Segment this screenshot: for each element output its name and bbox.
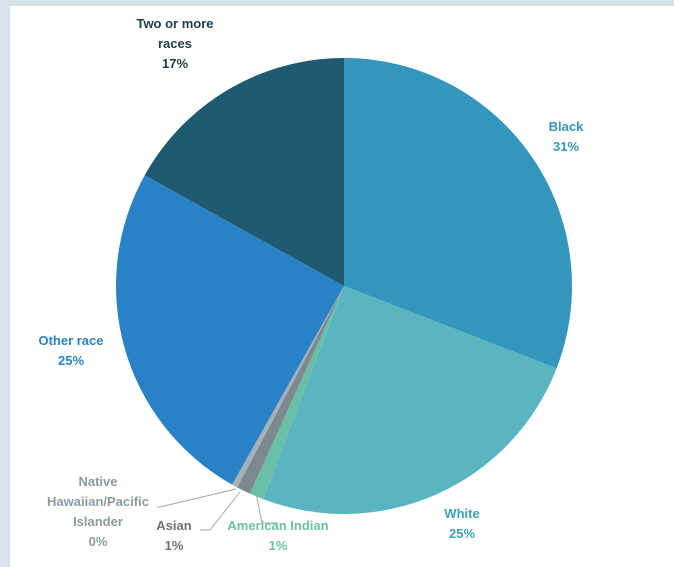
data-label-american-indian: American Indian 1% <box>227 518 328 553</box>
data-label-two-or-more-races: Two or more races 17% <box>136 16 213 71</box>
pie-slice-two-or-more-races <box>144 57 344 286</box>
data-label-other-race: Other race 25% <box>38 333 103 368</box>
pie-slice-white <box>263 286 557 514</box>
chart-panel: Black 31% White 25% American Indian 1% Asian 1%… <box>10 6 674 567</box>
data-label-white: White 25% <box>444 506 479 541</box>
pie-slice-black <box>344 58 572 369</box>
data-label-asian: Asian 1% <box>156 518 191 553</box>
pie-slice-other-race <box>116 175 344 485</box>
pie-slice-american-indian <box>249 286 344 500</box>
pie-slice-native-hawaiian-pacific-islander <box>232 286 344 488</box>
leader-line-asian <box>200 491 241 531</box>
data-label-native-hawaiian-pacific-islander: Native Hawaiian/Pacific Islander 0% <box>47 474 149 549</box>
leader-line-native-hawaiian-pacific-islander <box>157 488 237 508</box>
leader-line-american-indian <box>255 492 278 524</box>
pie-slice-asian <box>237 286 344 494</box>
data-label-black: Black 31% <box>549 119 584 154</box>
pie-chart: Black 31% White 25% American Indian 1% Asian 1%… <box>38 16 584 553</box>
